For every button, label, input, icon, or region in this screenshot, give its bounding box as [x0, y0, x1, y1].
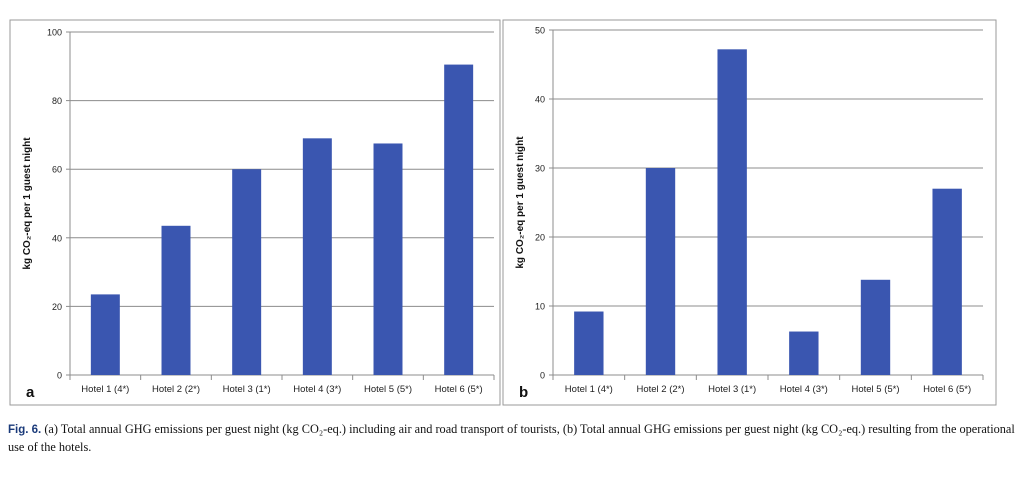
bar	[645, 168, 676, 375]
x-tick-label: Hotel 6 (5*)	[923, 384, 971, 395]
y-tick-label: 40	[52, 233, 62, 243]
x-tick-label: Hotel 6 (5*)	[435, 384, 483, 395]
x-tick-label: Hotel 3 (1*)	[223, 384, 271, 395]
panel-label: a	[26, 384, 35, 401]
bar	[444, 64, 474, 376]
bar	[717, 49, 747, 375]
x-tick-label: Hotel 5 (5*)	[851, 384, 899, 395]
x-tick-label: Hotel 3 (1*)	[708, 384, 756, 395]
y-tick-label: 80	[52, 96, 62, 106]
bar	[373, 143, 403, 375]
bar	[232, 169, 262, 375]
x-tick-label: Hotel 1 (4*)	[81, 384, 129, 395]
bar	[574, 311, 604, 375]
x-tick-label: Hotel 4 (3*)	[780, 384, 828, 395]
y-axis-label: kg CO₂-eq per 1 guest night	[22, 137, 33, 270]
x-tick-label: Hotel 1 (4*)	[565, 384, 613, 395]
y-tick-label: 0	[57, 371, 62, 381]
bar	[860, 279, 891, 375]
bar	[90, 294, 120, 375]
x-tick-label: Hotel 2 (2*)	[152, 384, 200, 395]
y-axis-label: kg CO₂-eq per 1 guest night	[515, 136, 526, 269]
y-tick-label: 60	[52, 165, 62, 175]
bar	[161, 225, 191, 375]
x-tick-label: Hotel 5 (5*)	[364, 384, 412, 395]
caption-text: (a) Total annual GHG emissions per guest…	[8, 422, 1015, 454]
caption-label: Fig. 6.	[8, 424, 42, 436]
y-tick-label: 100	[47, 28, 62, 38]
y-tick-label: 20	[535, 233, 545, 243]
figure-caption: Fig. 6. (a) Total annual GHG emissions p…	[8, 421, 1018, 456]
x-tick-label: Hotel 4 (3*)	[293, 384, 341, 395]
bar	[789, 331, 819, 375]
bar	[302, 138, 332, 375]
y-tick-label: 10	[535, 302, 545, 312]
panel-label: b	[519, 384, 528, 401]
bar	[932, 188, 962, 375]
x-tick-label: Hotel 2 (2*)	[636, 384, 684, 395]
y-tick-label: 20	[52, 302, 62, 312]
y-tick-label: 40	[535, 95, 545, 105]
y-tick-label: 50	[535, 26, 545, 36]
y-tick-label: 30	[535, 164, 545, 174]
y-tick-label: 0	[540, 371, 545, 381]
